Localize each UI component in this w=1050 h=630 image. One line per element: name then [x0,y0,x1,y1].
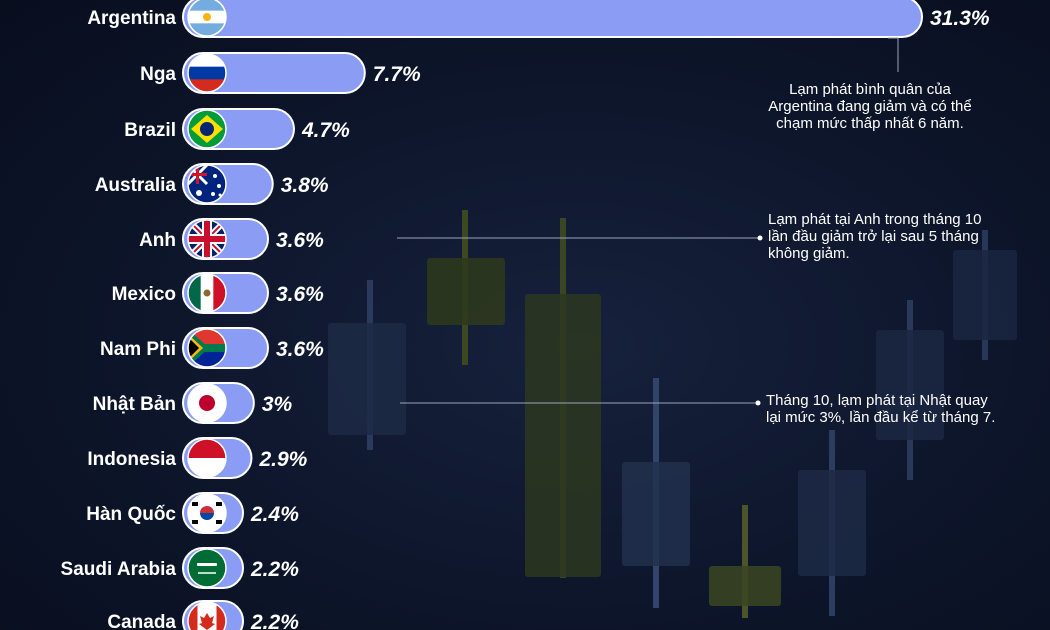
country-label: Nga [140,64,176,85]
candle-body [876,330,944,440]
country-label: Mexico [112,284,176,305]
annotation-line: lần đầu giảm trở lại sau 5 tháng [768,228,979,245]
candle-body [953,250,1017,340]
annotation-line: Lạm phát bình quân của [789,81,951,98]
country-label: Australia [95,175,177,196]
value-label: 2.4% [250,503,299,526]
indonesia-flag-icon [187,438,227,478]
russia-flag-icon [187,53,227,93]
annotation-line: lại mức 3%, lần đầu kể từ tháng 7. [766,409,995,426]
candle-body [328,323,406,435]
value-label: 3.8% [281,174,329,197]
value-label: 3.6% [276,283,324,306]
country-label: Indonesia [87,449,176,470]
country-label: Nhật Bản [93,394,176,415]
candle-body [798,470,866,576]
value-label: 3.6% [276,229,324,252]
value-label: 2.9% [258,448,307,471]
country-label: Canada [107,612,176,630]
value-label: 4.7% [301,119,350,142]
bar-argentina [182,0,923,38]
brazil-flag-icon [187,109,227,149]
uk-flag-icon [187,219,227,259]
value-label: 2.2% [250,558,299,581]
annotation-dot [755,400,761,406]
candle-body [709,566,781,606]
country-label: Saudi Arabia [61,559,177,580]
saudi-arabia-flag-icon [187,548,227,588]
candle-body [525,294,601,577]
country-label: Anh [139,230,176,251]
candle-body [622,462,690,566]
south-korea-flag-icon [187,493,227,533]
annotation-connector [888,37,899,72]
annotation-line: Lạm phát tại Anh trong tháng 10 [768,211,982,228]
mexico-flag-icon [187,273,227,313]
annotation-line: Tháng 10, lạm phát tại Nhật quay [766,392,988,409]
country-label: Brazil [124,120,176,141]
annotation-line: chạm mức thấp nhất 6 năm. [776,115,964,132]
australia-flag-icon [187,164,227,204]
annotation-dot [757,235,763,241]
south-africa-flag-icon [187,328,227,368]
annotation-line: không giảm. [768,245,850,262]
value-label: 3.6% [276,338,324,361]
candle-body [427,258,505,325]
annotation-line: Argentina đang giảm và có thể [768,98,971,115]
canada-flag-icon [187,601,227,630]
argentina-flag-icon [187,0,227,37]
country-label: Argentina [87,8,176,29]
value-label: 31.3% [930,7,990,30]
bar-nga [182,52,366,94]
country-label: Hàn Quốc [86,504,176,525]
value-label: 3% [262,393,293,416]
country-label: Nam Phi [100,339,176,360]
value-label: 7.7% [373,63,421,86]
japan-flag-icon [187,383,227,423]
value-label: 2.2% [250,611,299,630]
